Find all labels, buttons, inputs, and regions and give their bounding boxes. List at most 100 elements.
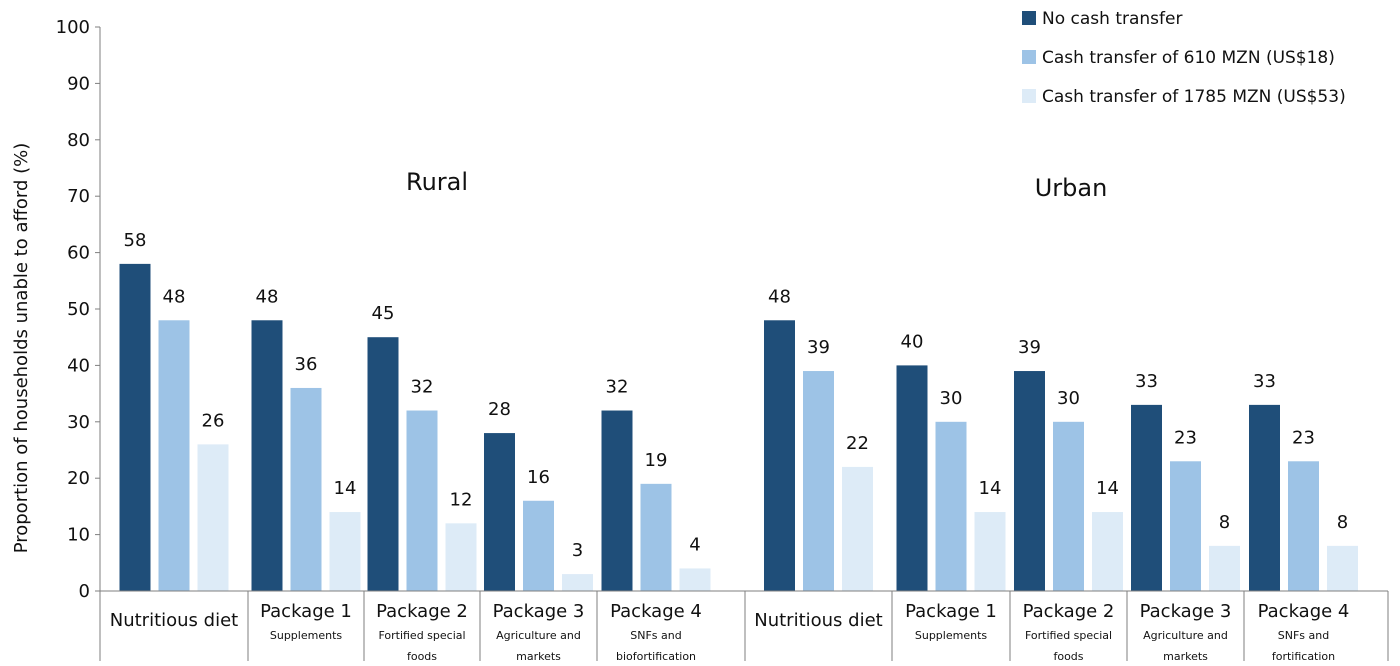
category-sublabel: Agriculture and — [496, 629, 581, 642]
legend-swatch — [1022, 89, 1036, 103]
legend-swatch — [1022, 11, 1036, 25]
category-label: Package 1 — [260, 601, 352, 622]
category-sublabel: foods — [1053, 650, 1083, 663]
category-label: Package 3 — [1140, 601, 1232, 622]
group-labels: Rural Urban — [406, 168, 1107, 202]
y-tick-label: 100 — [56, 17, 90, 38]
category-label: Package 3 — [493, 601, 585, 622]
bar — [290, 387, 322, 591]
bar — [601, 410, 633, 591]
value-label: 19 — [645, 450, 668, 471]
category-label: Nutritious diet — [754, 610, 882, 631]
y-axis: 0 10 20 30 40 50 60 70 80 90 100 — [56, 17, 101, 602]
category-sublabel: fortification — [1272, 650, 1335, 663]
bar — [842, 466, 873, 591]
bar — [329, 512, 361, 591]
value-label: 3 — [572, 540, 583, 561]
value-label: 58 — [124, 230, 147, 251]
category-sublabel: Fortified special — [1025, 629, 1112, 642]
group-label: Rural — [406, 168, 468, 196]
legend-label: Cash transfer of 1785 MZN (US$53) — [1042, 87, 1346, 107]
bar — [406, 410, 438, 591]
bar — [1170, 461, 1201, 591]
legend: No cash transfer Cash transfer of 610 MZN… — [1022, 9, 1346, 107]
category-sublabel: SNFs and — [1278, 629, 1329, 642]
bar — [1092, 512, 1123, 591]
value-label: 39 — [1018, 337, 1041, 358]
value-label: 14 — [334, 478, 357, 499]
bar — [896, 365, 928, 591]
bar — [1327, 545, 1358, 591]
bar — [523, 500, 554, 591]
category-label: Nutritious diet — [110, 610, 238, 631]
value-label: 8 — [1219, 512, 1230, 533]
y-axis-title: Proportion of households unable to affor… — [11, 143, 32, 554]
x-axis: Nutritious diet Package 1 Supplements Packa… — [99, 590, 1389, 663]
bar — [1249, 404, 1280, 591]
value-label: 23 — [1174, 427, 1197, 448]
group-label: Urban — [1035, 174, 1108, 202]
category-label: Package 4 — [1258, 601, 1350, 622]
legend-swatch — [1022, 50, 1036, 64]
value-label: 32 — [606, 377, 629, 398]
category-sublabel: Fortified special — [378, 629, 465, 642]
bar — [251, 320, 283, 591]
value-label: 48 — [256, 286, 279, 307]
bar — [640, 483, 672, 591]
y-tick-label: 30 — [67, 412, 90, 433]
value-label: 45 — [372, 303, 395, 324]
y-tick-label: 0 — [79, 581, 90, 602]
y-tick-label: 50 — [67, 299, 90, 320]
value-label: 40 — [901, 331, 924, 352]
category-sublabel: Agriculture and — [1143, 629, 1228, 642]
y-tick-label: 40 — [67, 355, 90, 376]
category-label: Package 4 — [610, 601, 702, 622]
category-sublabel: Supplements — [915, 629, 988, 642]
bar — [484, 433, 515, 591]
y-tick-label: 60 — [67, 243, 90, 264]
category-label: Package 2 — [376, 601, 468, 622]
value-label: 14 — [979, 478, 1002, 499]
legend-label: Cash transfer of 610 MZN (US$18) — [1042, 48, 1335, 68]
category-sublabel: Supplements — [270, 629, 343, 642]
bar — [562, 574, 593, 591]
value-label: 22 — [846, 433, 869, 454]
value-label: 30 — [940, 388, 963, 409]
category-sublabel: SNFs and — [630, 629, 681, 642]
bar — [1014, 371, 1045, 591]
y-tick-label: 90 — [67, 73, 90, 94]
value-label: 48 — [163, 286, 186, 307]
value-label: 26 — [202, 410, 225, 431]
y-tick-label: 80 — [67, 130, 90, 151]
bar — [197, 444, 229, 591]
category-label: Package 1 — [905, 601, 997, 622]
bar — [1053, 421, 1084, 591]
bar — [1288, 461, 1319, 591]
bar — [803, 371, 834, 591]
value-label: 28 — [488, 399, 511, 420]
category-sublabel: biofortification — [616, 650, 696, 663]
category-sublabel: markets — [1163, 650, 1208, 663]
value-label: 36 — [295, 354, 318, 375]
bar — [119, 263, 151, 591]
value-label: 4 — [689, 534, 700, 555]
legend-label: No cash transfer — [1042, 9, 1182, 29]
value-label: 32 — [411, 377, 434, 398]
bar — [935, 421, 967, 591]
value-label: 14 — [1096, 478, 1119, 499]
category-sublabel: foods — [407, 650, 437, 663]
bar — [1209, 545, 1240, 591]
bar — [679, 568, 711, 591]
value-labels: 58 48 26 48 36 14 45 32 12 28 16 3 32 19 4 48 39 22 40 30 14… — [124, 230, 1349, 561]
category-label: Package 2 — [1023, 601, 1115, 622]
bars — [119, 263, 1358, 591]
y-tick-label: 70 — [67, 186, 90, 207]
value-label: 8 — [1337, 512, 1348, 533]
y-tick-label: 10 — [67, 525, 90, 546]
bar — [974, 512, 1006, 591]
value-label: 12 — [450, 489, 473, 510]
category-sublabel: markets — [516, 650, 561, 663]
bar — [158, 320, 190, 591]
y-tick-label: 20 — [67, 468, 90, 489]
